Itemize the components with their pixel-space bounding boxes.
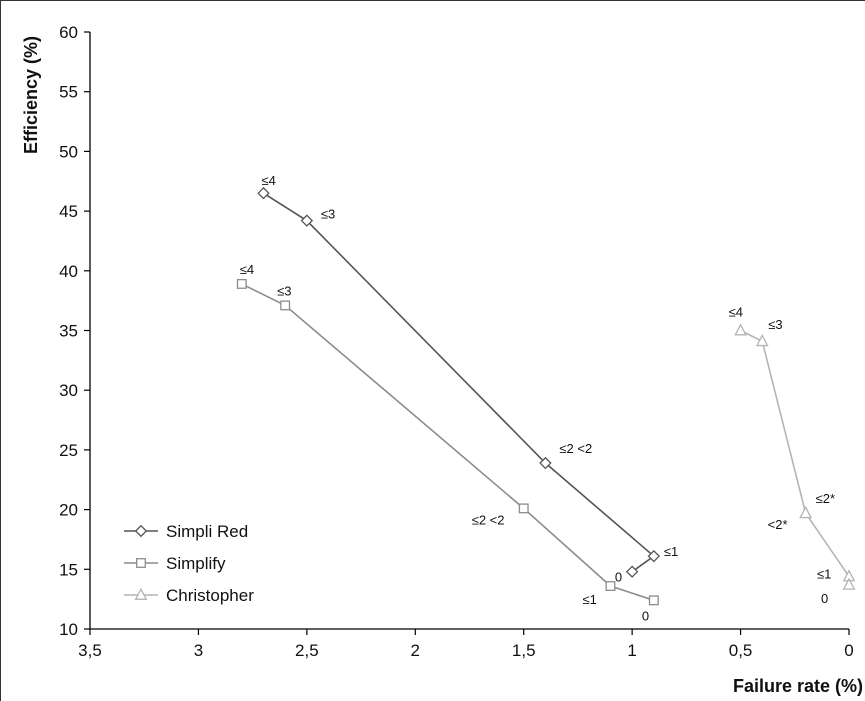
point-labels-layer: ≤4 ≤3 ≤2 <2 ≤1 0 ≤4 ≤3 ≤2 <2 ≤1 0 ≤4 ≤3 <2* ≤2* ≤1 0 [240, 173, 835, 623]
square-marker [280, 300, 291, 311]
legend: Simpli Red Simplify Christopher [124, 522, 254, 605]
legend-item-simpli-red: Simpli Red [124, 522, 248, 541]
series-layer [236, 186, 856, 606]
point-label: 0 [821, 591, 828, 606]
series-christopher [734, 323, 856, 590]
y-tick-label: 25 [59, 441, 78, 460]
x-tick-label: 3,5 [78, 641, 102, 660]
y-tick-label: 40 [59, 262, 78, 281]
series-simpli-red [257, 186, 661, 578]
legend-label: Simplify [166, 554, 226, 573]
y-axis-title: Efficiency (%) [21, 36, 41, 154]
diamond-marker [647, 549, 661, 563]
diamond-marker [625, 565, 639, 578]
diamond-marker [257, 186, 270, 200]
x-tick-label: 1 [627, 641, 636, 660]
x-axis-title: Failure rate (%) [733, 676, 863, 696]
point-label: ≤1 [817, 566, 831, 581]
point-label: ≤4 [240, 262, 254, 277]
x-tick-label: 3 [194, 641, 203, 660]
point-label: ≤2 <2 [559, 441, 592, 456]
point-label: ≤4 [729, 305, 743, 320]
y-tick-label: 50 [59, 142, 78, 161]
y-tick-label: 55 [59, 83, 78, 102]
point-label: ≤1 [582, 592, 596, 607]
y-tick-label: 10 [59, 620, 78, 639]
point-label: ≤3 [321, 207, 335, 222]
x-tick-label: 0,5 [729, 641, 753, 660]
triangle-marker [799, 505, 813, 519]
y-tick-label: 20 [59, 501, 78, 520]
triangle-marker [842, 577, 856, 590]
square-marker [236, 278, 247, 289]
legend-label: Simpli Red [166, 522, 248, 541]
legend-item-simplify: Simplify [124, 554, 226, 573]
y-tick-label: 45 [59, 202, 78, 221]
y-tick-label: 35 [59, 322, 78, 341]
square-marker [136, 558, 146, 568]
square-marker [518, 503, 529, 514]
point-label: ≤3 [277, 283, 291, 298]
legend-item-christopher: Christopher [124, 586, 254, 605]
point-label: ≤3 [768, 317, 782, 332]
diamond-marker [539, 456, 552, 470]
x-tick-label: 2,5 [295, 641, 319, 660]
y-tick-label: 15 [59, 560, 78, 579]
x-tick-label: 2 [411, 641, 420, 660]
point-label: 0 [615, 570, 622, 585]
point-label: <2* [768, 517, 788, 532]
triangle-marker [755, 334, 769, 347]
point-label: ≤4 [261, 173, 275, 188]
x-tick-label: 0 [844, 641, 853, 660]
point-label: ≤1 [664, 544, 678, 559]
legend-label: Christopher [166, 586, 254, 605]
y-tick-label: 60 [59, 23, 78, 42]
square-marker [648, 595, 659, 606]
triangle-marker [134, 587, 148, 600]
triangle-marker [734, 323, 747, 336]
diamond-marker [134, 524, 148, 538]
diamond-marker [300, 214, 314, 227]
point-label: ≤2 <2 [472, 512, 505, 527]
x-tick-label: 1,5 [512, 641, 536, 660]
series-simplify [236, 278, 659, 606]
point-label: 0 [642, 608, 649, 623]
square-marker [605, 581, 616, 591]
y-tick-label: 30 [59, 381, 78, 400]
point-label: ≤2* [816, 491, 835, 506]
